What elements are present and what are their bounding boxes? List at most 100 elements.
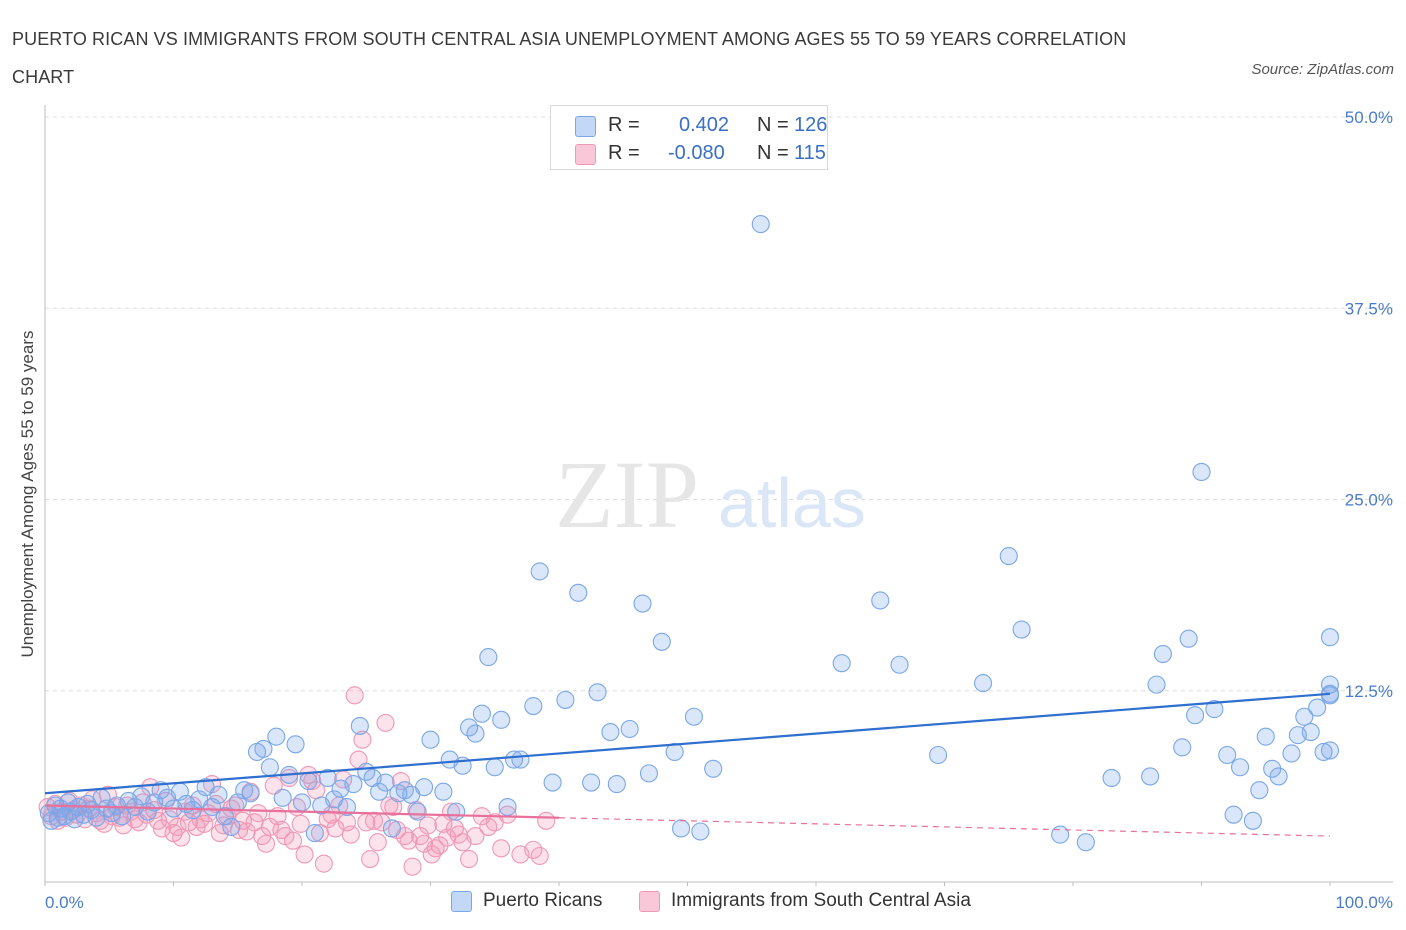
data-point-puerto-ricans [376, 773, 395, 792]
data-point-puerto-ricans [241, 784, 260, 803]
data-point-puerto-ricans [684, 707, 703, 726]
data-point-puerto-ricans [260, 758, 279, 777]
legend-r-value: -0.080 [668, 142, 725, 164]
data-point-immigrants [114, 816, 133, 835]
grid-lines [45, 116, 1393, 692]
data-point-puerto-ricans [1179, 629, 1198, 648]
data-point-immigrants [195, 814, 214, 833]
data-point-immigrants [384, 797, 403, 817]
data-point-puerto-ricans [382, 819, 402, 838]
data-point-puerto-ricans [601, 723, 620, 742]
data-point-puerto-ricans [1320, 628, 1340, 647]
data-point-puerto-ricans [871, 591, 890, 610]
data-point-immigrants [256, 834, 276, 853]
data-point-puerto-ricans [1256, 727, 1275, 746]
data-point-puerto-ricans [1263, 759, 1282, 778]
data-point-puerto-ricans [1282, 744, 1301, 763]
data-point-puerto-ricans [524, 696, 543, 716]
data-point-puerto-ricans [1192, 462, 1211, 482]
data-point-puerto-ricans [1320, 675, 1340, 694]
chart-title: PUERTO RICAN VS IMMIGRANTS FROM SOUTH CE… [12, 29, 1127, 87]
data-point-puerto-ricans [344, 775, 363, 794]
data-point-puerto-ricans [1076, 833, 1095, 852]
data-point-immigrants [459, 849, 479, 869]
bottom-legend-label: Immigrants from South Central Asia [671, 890, 971, 911]
data-point-puerto-ricans [1102, 768, 1121, 788]
data-point-puerto-ricans [1012, 620, 1031, 639]
data-point-puerto-ricans [607, 775, 626, 794]
data-point-immigrants [537, 811, 556, 830]
data-point-immigrants [479, 817, 498, 836]
data-point-immigrants [291, 814, 310, 833]
data-point-immigrants [376, 713, 395, 732]
x-tick-label: 100.0% [1335, 893, 1393, 912]
data-point-puerto-ricans [1243, 811, 1262, 830]
data-point-puerto-ricans [254, 739, 273, 758]
watermark-atlas: atlas [718, 464, 866, 542]
data-point-puerto-ricans [1153, 644, 1172, 664]
legend-r-label: R = [608, 142, 640, 164]
data-point-puerto-ricans [890, 655, 909, 674]
data-point-puerto-ricans [1250, 781, 1269, 800]
trend-line-immigrants-extension [558, 817, 1331, 837]
legend-swatch-pink [575, 144, 596, 165]
data-point-puerto-ricans [1218, 745, 1237, 765]
data-point-puerto-ricans [832, 654, 851, 673]
bottom-legend-swatch-blue [451, 891, 472, 912]
data-point-puerto-ricans [479, 648, 498, 667]
data-point-puerto-ricans [511, 750, 530, 769]
data-point-puerto-ricans [704, 759, 723, 778]
data-point-puerto-ricans [1141, 767, 1160, 786]
data-point-immigrants [152, 819, 171, 838]
data-point-puerto-ricans [556, 690, 575, 709]
data-point-puerto-ricans [929, 745, 948, 765]
data-point-puerto-ricans [652, 632, 671, 651]
data-point-puerto-ricans [633, 594, 652, 613]
data-point-immigrants [498, 805, 517, 824]
legend-n-label: N = [757, 114, 789, 136]
trend-line-immigrants [44, 804, 560, 819]
data-point-immigrants [399, 831, 418, 850]
data-point-puerto-ricans [370, 782, 389, 801]
data-point-immigrants [295, 845, 314, 864]
data-point-puerto-ricans [504, 750, 524, 769]
y-tick-label: 25.0% [1345, 491, 1393, 510]
data-point-puerto-ricans [530, 562, 549, 581]
data-point-puerto-ricans [588, 683, 607, 702]
data-point-immigrants [430, 836, 449, 855]
data-point-immigrants [264, 776, 283, 795]
data-point-puerto-ricans [1301, 723, 1320, 742]
data-point-immigrants [314, 854, 333, 873]
legend-swatch-blue [575, 116, 596, 137]
data-point-puerto-ricans [999, 547, 1018, 566]
data-point-immigrants [403, 857, 422, 876]
data-point-puerto-ricans [421, 730, 440, 749]
data-point-immigrants [249, 804, 268, 823]
stats-legend: R = 0.402 N = 126 R = -0.080 N = 115 [550, 105, 828, 170]
x-tick-label: 0.0% [45, 893, 84, 912]
legend-n-value: 126 [794, 114, 828, 136]
data-point-puerto-ricans [620, 719, 639, 739]
data-point-puerto-ricans [1205, 700, 1224, 719]
trend-lines [44, 692, 1331, 837]
data-point-puerto-ricans [492, 710, 511, 729]
chart-source: Source: ZipAtlas.com [1251, 61, 1394, 78]
data-point-immigrants [353, 730, 372, 749]
data-point-puerto-ricans [222, 817, 241, 836]
data-point-puerto-ricans [1051, 825, 1070, 844]
data-point-puerto-ricans [1295, 707, 1314, 726]
data-point-immigrants [341, 825, 360, 844]
data-point-immigrants [172, 828, 191, 847]
trend-line-puerto-ricans [44, 692, 1331, 795]
data-point-immigrants [160, 810, 179, 829]
data-point-puerto-ricans [350, 716, 369, 735]
data-point-puerto-ricans [1269, 767, 1288, 786]
watermark: ZIP atlas [555, 441, 866, 548]
data-point-puerto-ricans [691, 822, 710, 841]
data-point-immigrants [530, 846, 549, 866]
legend-n-label: N = [757, 142, 789, 164]
data-point-immigrants [492, 839, 511, 858]
data-point-puerto-ricans [1224, 805, 1243, 824]
data-point-puerto-ricans [337, 797, 357, 817]
data-point-puerto-ricans [395, 781, 414, 800]
